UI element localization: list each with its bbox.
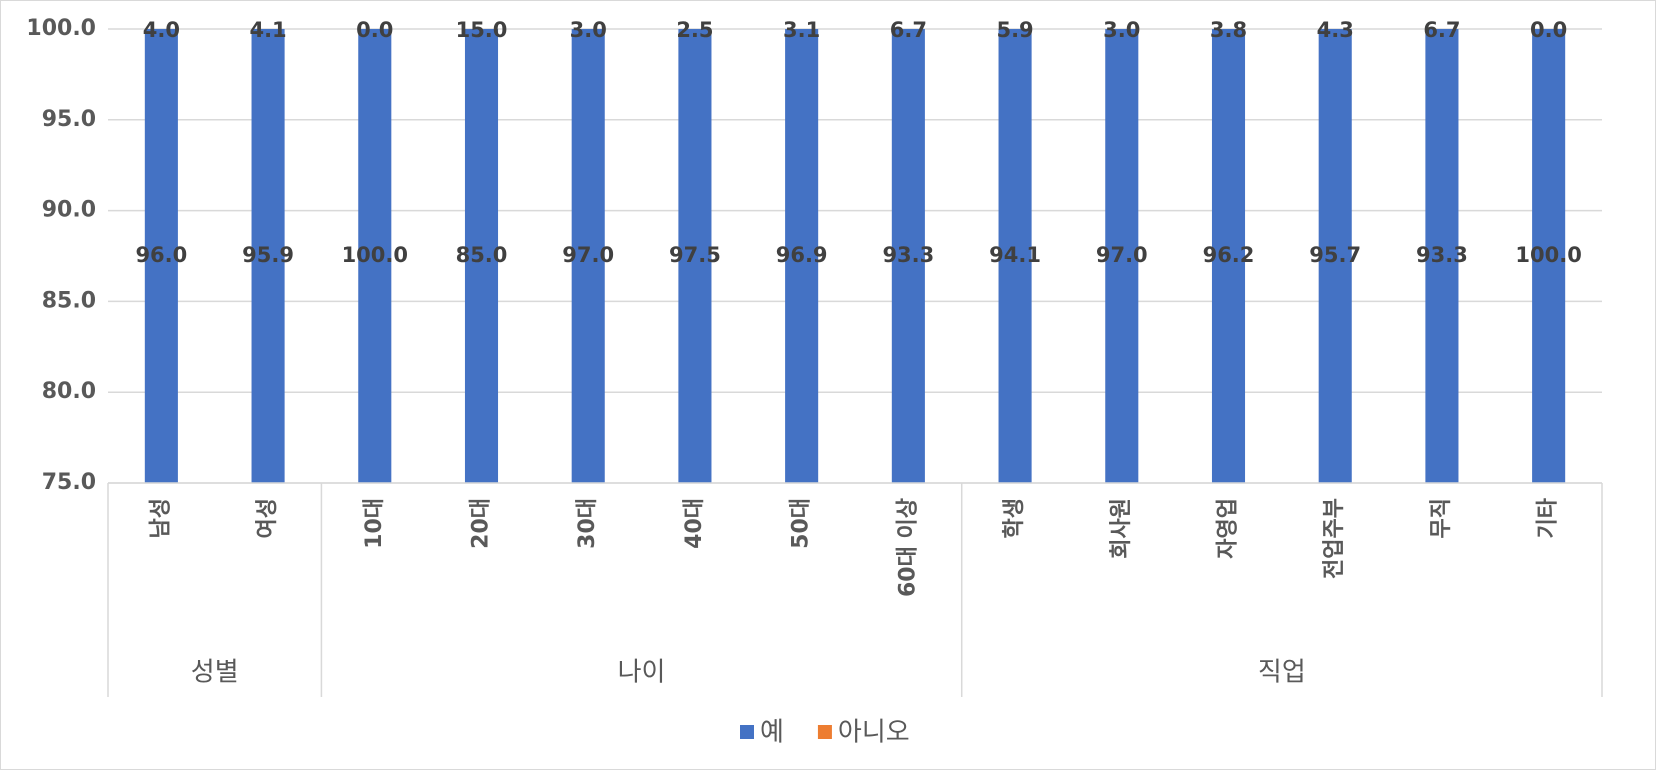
bar-segment xyxy=(678,29,712,483)
bar-segment xyxy=(571,29,605,483)
bar-segment xyxy=(1532,29,1566,483)
y-tick-label: 85.0 xyxy=(42,288,96,313)
data-label: 97.0 xyxy=(562,243,614,267)
data-label: 96.9 xyxy=(776,243,828,267)
data-label: 3.8 xyxy=(1210,18,1247,42)
bar-segment xyxy=(1318,29,1352,483)
x-tick-label: 학생 xyxy=(1002,498,1027,538)
x-tick-label: 60대 이상 xyxy=(895,498,920,597)
bar-segment xyxy=(1211,29,1246,483)
group-label: 직업 xyxy=(1258,658,1306,688)
x-tick-label: 30대 xyxy=(575,498,600,549)
bar-segment xyxy=(358,29,392,483)
bar-segment xyxy=(144,29,178,483)
data-label: 97.0 xyxy=(1096,243,1148,267)
bar-segment xyxy=(785,29,819,483)
group-label: 나이 xyxy=(618,658,666,688)
data-label: 2.5 xyxy=(676,18,713,42)
group-label: 성별 xyxy=(191,658,239,688)
data-label: 93.3 xyxy=(1416,243,1468,267)
bar-segment xyxy=(464,29,499,483)
data-label: 4.3 xyxy=(1317,18,1354,42)
bar-segment xyxy=(891,29,925,483)
x-tick-label: 10대 xyxy=(362,498,387,549)
x-tick-label: 무직 xyxy=(1429,498,1454,538)
legend-swatch xyxy=(740,725,754,739)
data-label: 95.9 xyxy=(242,243,294,267)
data-label: 15.0 xyxy=(456,18,508,42)
x-tick-label: 회사원 xyxy=(1109,498,1134,559)
bar-segment xyxy=(998,29,1032,483)
data-label: 96.0 xyxy=(135,243,187,267)
bar-segment xyxy=(1105,29,1139,483)
data-label: 6.7 xyxy=(1423,18,1460,42)
data-label: 4.1 xyxy=(249,18,286,42)
bar-segment xyxy=(1425,29,1459,483)
x-tick-label: 기타 xyxy=(1536,497,1561,538)
data-label: 5.9 xyxy=(996,18,1033,42)
y-tick-label: 80.0 xyxy=(42,379,96,404)
legend-label: 예 xyxy=(760,718,784,748)
y-tick-label: 90.0 xyxy=(42,198,96,223)
data-label: 96.2 xyxy=(1203,243,1255,267)
data-label: 3.0 xyxy=(570,18,607,42)
legend-label: 아니오 xyxy=(838,718,910,748)
data-label: 3.1 xyxy=(783,18,820,42)
data-label: 100.0 xyxy=(1515,243,1581,267)
x-tick-label: 20대 xyxy=(469,498,494,549)
data-label: 85.0 xyxy=(456,243,508,267)
x-tick-label: 50대 xyxy=(789,498,814,549)
legend-swatch xyxy=(817,725,832,739)
data-label: 94.1 xyxy=(989,243,1041,267)
y-tick-label: 95.0 xyxy=(42,107,96,132)
x-tick-label: 40대 xyxy=(682,498,707,549)
data-label: 0.0 xyxy=(1530,18,1567,42)
data-label: 3.0 xyxy=(1103,18,1140,42)
bar-segment xyxy=(251,29,285,483)
data-label: 6.7 xyxy=(890,18,927,42)
x-tick-label: 여성 xyxy=(255,498,280,538)
x-tick-label: 남성 xyxy=(148,498,173,538)
x-tick-label: 자영업 xyxy=(1216,498,1241,559)
x-tick-label: 전업주부 xyxy=(1322,498,1347,579)
data-label: 93.3 xyxy=(882,243,934,267)
data-label: 4.0 xyxy=(143,18,180,42)
data-label: 0.0 xyxy=(356,18,393,42)
data-label: 95.7 xyxy=(1309,243,1361,267)
data-label: 97.5 xyxy=(669,243,721,267)
y-tick-label: 100.0 xyxy=(26,16,96,41)
y-tick-label: 75.0 xyxy=(42,470,96,495)
data-label: 100.0 xyxy=(342,243,408,267)
